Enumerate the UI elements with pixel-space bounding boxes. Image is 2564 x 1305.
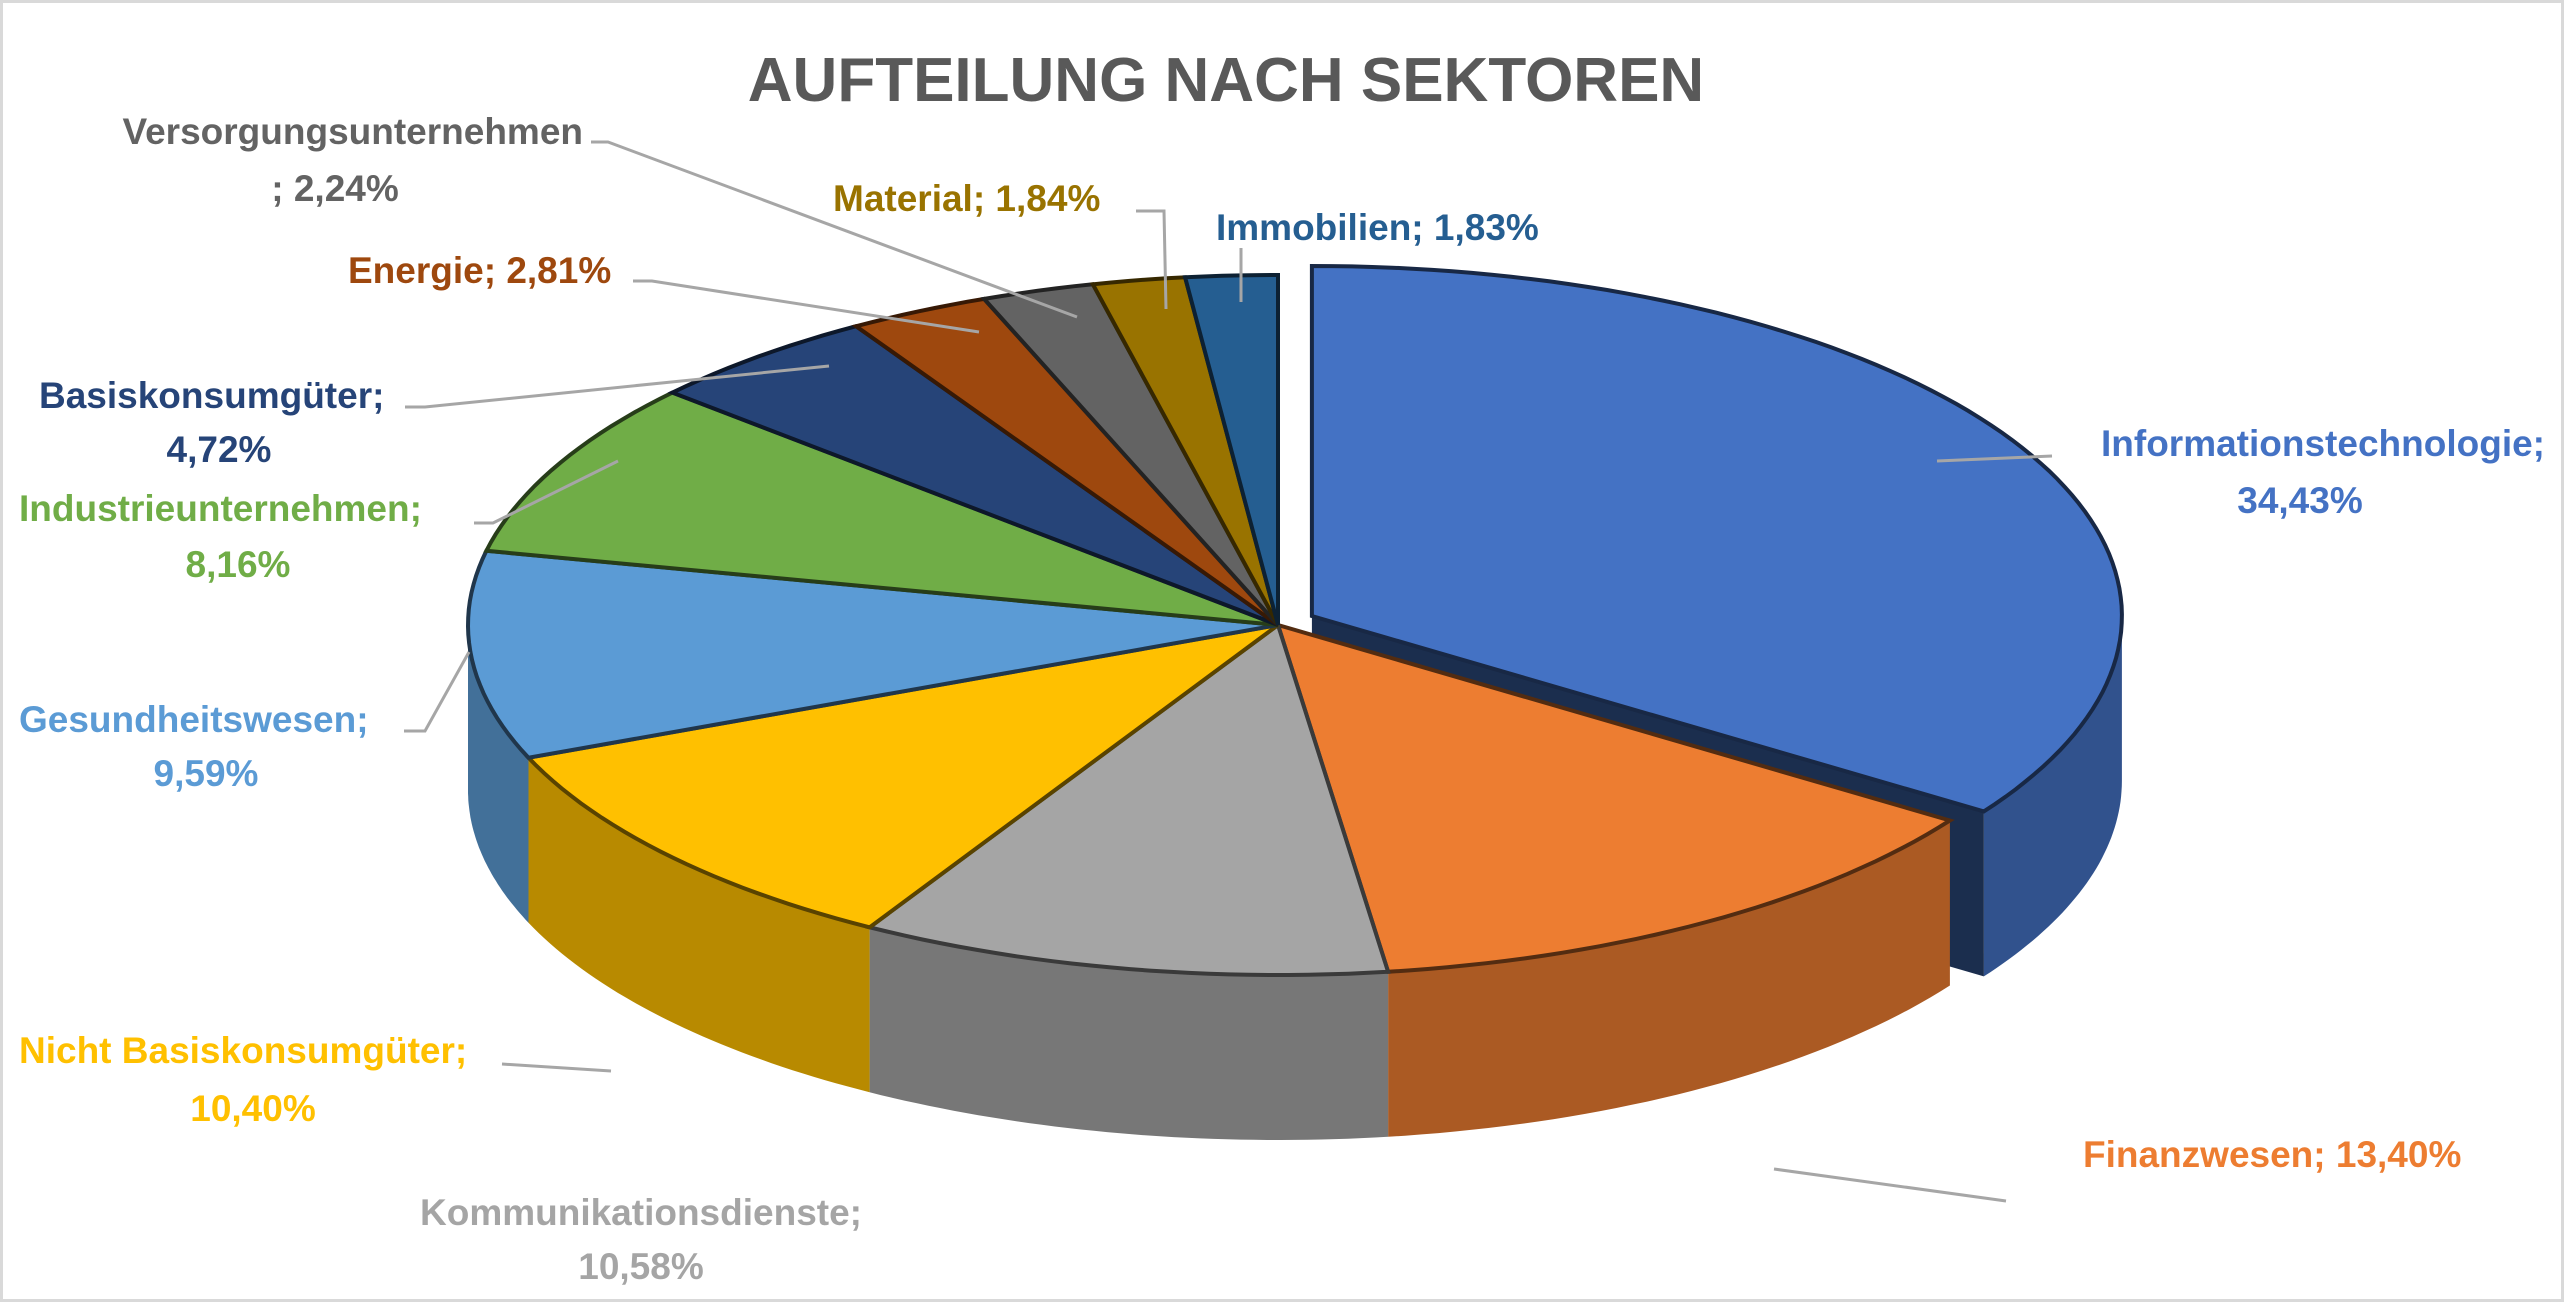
slice-finanzwesen[interactable] — [1274, 622, 1955, 974]
data-label-versorgungsunternehmen: ; 2,24% — [271, 168, 399, 209]
data-label-gesundheitswesen: 9,59% — [154, 753, 259, 794]
leader-line-versorgungsunternehmen — [591, 140, 1078, 319]
slice-side-finanzwesen — [1388, 820, 1950, 1137]
data-label-energie: Energie; 2,81% — [348, 250, 611, 291]
data-label-basiskonsumgüter: 4,72% — [167, 429, 272, 470]
slice-informationstechnologie[interactable] — [1309, 263, 2124, 814]
data-label-kommunikationsdienste: 10,58% — [578, 1246, 704, 1287]
slice-energie[interactable] — [851, 296, 1280, 627]
data-label-gesundheitswesen: Gesundheitswesen; — [19, 699, 369, 740]
data-label-versorgungsunternehmen: Versorgungsunternehmen — [122, 111, 583, 152]
data-label-finanzwesen: Finanzwesen; 13,40% — [2083, 1134, 2461, 1175]
data-label-nicht basiskonsumgüter: 10,40% — [190, 1088, 316, 1129]
data-label-kommunikationsdienste: Kommunikationsdienste; — [420, 1192, 862, 1233]
data-label-immobilien: Immobilien; 1,83% — [1216, 207, 1539, 248]
leader-line-material — [1136, 209, 1168, 310]
leader-line-industrieunternehmen — [474, 459, 619, 525]
slice-side-kommunikationsdienste — [869, 927, 1389, 1140]
slice-immobilien[interactable] — [1182, 272, 1280, 626]
data-label-informationstechnologie: 34,43% — [2237, 480, 2363, 521]
data-label-industrieunternehmen: Industrieunternehmen; — [19, 488, 422, 529]
data-label-nicht basiskonsumgüter: Nicht Basiskonsumgüter; — [19, 1030, 467, 1071]
slice-side-informationstechnologie — [1983, 616, 2122, 977]
pie-chart: AUFTEILUNG NACH SEKTOREN Informationstec… — [19, 46, 2545, 1287]
slice-basiskonsumgüter[interactable] — [667, 324, 1280, 627]
data-label-basiskonsumgüter: Basiskonsumgüter; — [39, 375, 384, 416]
leader-line-energie — [633, 279, 980, 334]
data-label-material: Material; 1,84% — [833, 178, 1100, 219]
data-label-industrieunternehmen: 8,16% — [186, 544, 291, 585]
slice-side-nicht basiskonsumgüter — [528, 757, 870, 1093]
slice-versorgungsunternehmen[interactable] — [980, 282, 1280, 627]
slice-industrieunternehmen[interactable] — [483, 390, 1279, 627]
leader-line-informationstechnologie — [1936, 454, 2053, 463]
slice-gesundheitswesen[interactable] — [465, 548, 1279, 760]
slice-nicht-basiskonsumgüter[interactable] — [524, 623, 1280, 930]
slice-material[interactable] — [1089, 275, 1280, 626]
leader-line-finanzwesen — [1773, 1167, 2007, 1203]
slice-side-gesundheitswesen — [468, 625, 529, 923]
slice-kommunikationsdienste[interactable] — [864, 621, 1391, 977]
leader-line-gesundheitswesen — [404, 651, 471, 733]
chart-title: AUFTEILUNG NACH SEKTOREN — [748, 46, 1704, 115]
leader-line-nicht basiskonsumgüter — [501, 1062, 612, 1073]
leader-line-basiskonsumgüter — [405, 364, 830, 409]
data-label-informationstechnologie: Informationstechnologie; — [2101, 423, 2545, 464]
